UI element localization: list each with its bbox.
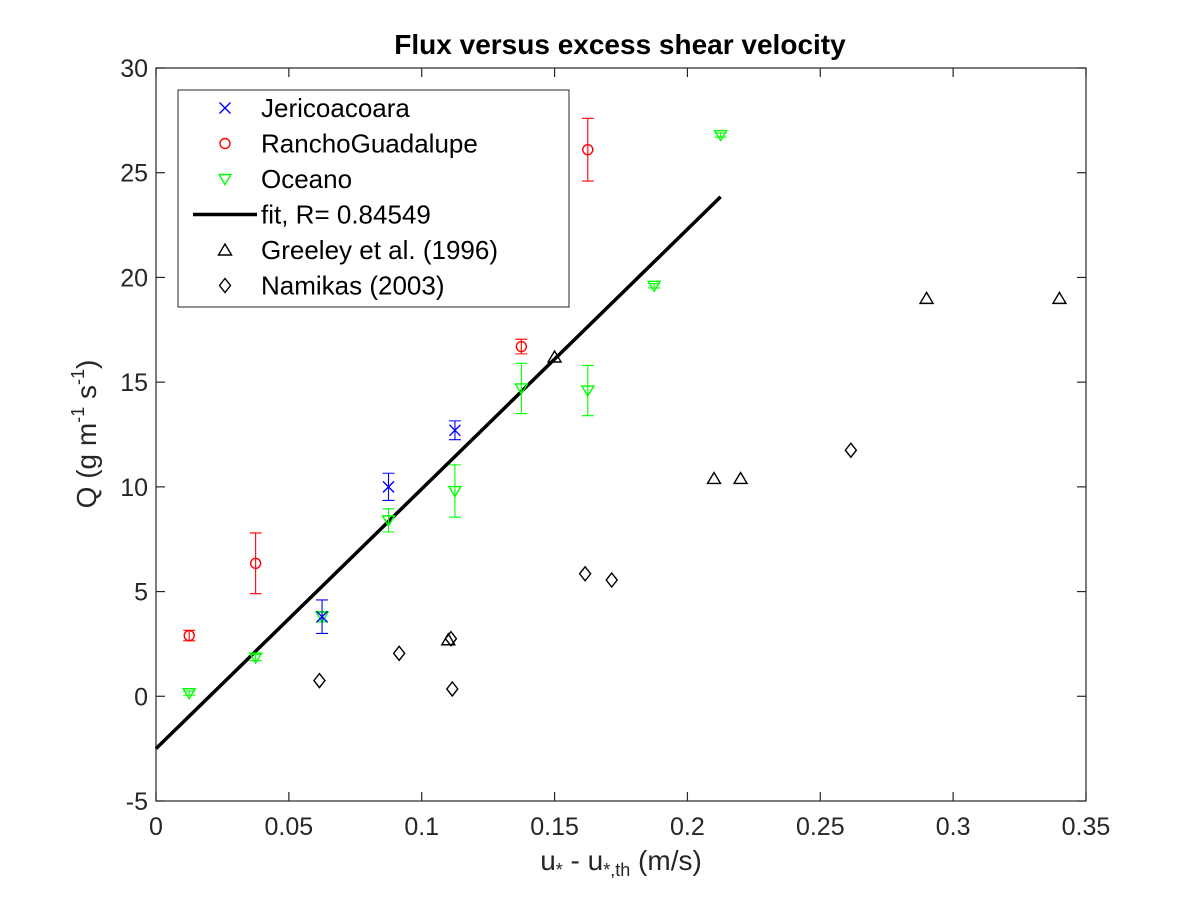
y-label-sup-1: -1: [68, 407, 88, 423]
data-point: [448, 424, 461, 437]
y-tick-label: 20: [120, 264, 148, 292]
y-tick-label: 10: [120, 474, 148, 502]
data-point: [181, 687, 197, 701]
fit-line: [154, 195, 722, 750]
series-0: [316, 420, 461, 635]
series-2: [181, 129, 728, 701]
data-point: [1051, 290, 1068, 305]
plot-area-frame: [155, 67, 1087, 802]
x-tick-label: 0.35: [1062, 813, 1111, 841]
y-label-sup-2: -1: [68, 369, 88, 385]
legend-box: [177, 89, 570, 308]
legend-swatch: [219, 102, 231, 114]
data-point: [732, 471, 749, 485]
legend: Jericoacoara RanchoGuadalupe Oceano fit, R=…: [177, 89, 570, 308]
y-tick-label: 5: [134, 579, 148, 607]
legend-label: fit, R= 0.84549: [261, 200, 431, 230]
y-tick-label: 0: [134, 683, 148, 711]
legend-label: Jericoacoara: [261, 93, 410, 123]
series-1: [183, 117, 594, 642]
data-point: [713, 129, 728, 142]
y-label-main: Q (g m: [71, 423, 102, 509]
error-bar: [515, 362, 528, 415]
y-label-mid: s: [71, 385, 102, 407]
x-tick-label: 0.05: [265, 813, 314, 841]
data-point: [582, 143, 594, 156]
x-tick-label: 0.2: [670, 813, 705, 841]
legend-swatch: [218, 277, 232, 294]
x-label-mid: - u: [563, 845, 603, 876]
x-label-sub-2: *,th: [603, 860, 630, 880]
data-point: [515, 340, 528, 353]
data-point: [248, 652, 263, 665]
data-point: [580, 385, 596, 398]
data-point: [249, 557, 262, 569]
y-tick-label: 15: [120, 369, 148, 397]
legend-label: RanchoGuadalupe: [261, 129, 478, 159]
x-tick-label: 0.15: [530, 813, 579, 841]
y-label-tail: ): [71, 360, 102, 369]
data-point: [313, 672, 326, 689]
x-axis-label: u* - u*,th (m/s): [540, 845, 702, 880]
error-bar: [382, 508, 395, 533]
data-point: [514, 383, 529, 396]
data-point: [381, 515, 396, 528]
data-point: [382, 480, 395, 493]
legend-label: Namikas (2003): [261, 271, 445, 301]
data-point: [440, 632, 457, 646]
error-bar: [581, 364, 594, 417]
data-point: [578, 565, 592, 582]
x-tick-label: 0.25: [796, 813, 845, 841]
data-point: [844, 442, 858, 459]
error-bar: [448, 464, 461, 518]
chart-title: Flux versus excess shear velocity: [394, 29, 846, 60]
x-tick-label: 0.3: [936, 813, 971, 841]
data-point: [605, 571, 619, 589]
x-label-sub-1: *: [556, 860, 563, 880]
data-point: [445, 680, 459, 698]
data-point: [392, 645, 406, 662]
y-tick-label: 30: [120, 55, 148, 83]
x-label-tail: (m/s): [630, 845, 702, 876]
series-3: [154, 195, 722, 750]
data-marks: [154, 117, 1068, 750]
legend-swatch: [217, 242, 233, 256]
x-tick-label: 0.1: [404, 813, 439, 841]
legend-label: Greeley et al. (1996): [261, 235, 498, 265]
x-tick-label: 0: [149, 813, 163, 841]
legend-entries: Jericoacoara RanchoGuadalupe Oceano fit, R=…: [193, 93, 498, 301]
x-label-main: u: [540, 845, 556, 876]
error-bar: [581, 117, 594, 182]
legend-swatch: [217, 173, 233, 186]
legend-label: Oceano: [261, 164, 352, 194]
y-tick-label: 25: [120, 160, 148, 188]
y-tick-label: -5: [126, 788, 148, 816]
data-point: [646, 280, 662, 293]
data-point: [918, 290, 935, 305]
data-point: [316, 610, 329, 623]
data-point: [447, 485, 463, 498]
data-point: [183, 629, 195, 642]
axes-box: [155, 67, 1087, 802]
y-axis-label: Q (g m-1 s-1): [68, 360, 102, 509]
error-bar: [249, 532, 262, 595]
error-bar: [249, 653, 262, 662]
legend-swatch: [219, 137, 231, 150]
data-point: [706, 471, 722, 485]
